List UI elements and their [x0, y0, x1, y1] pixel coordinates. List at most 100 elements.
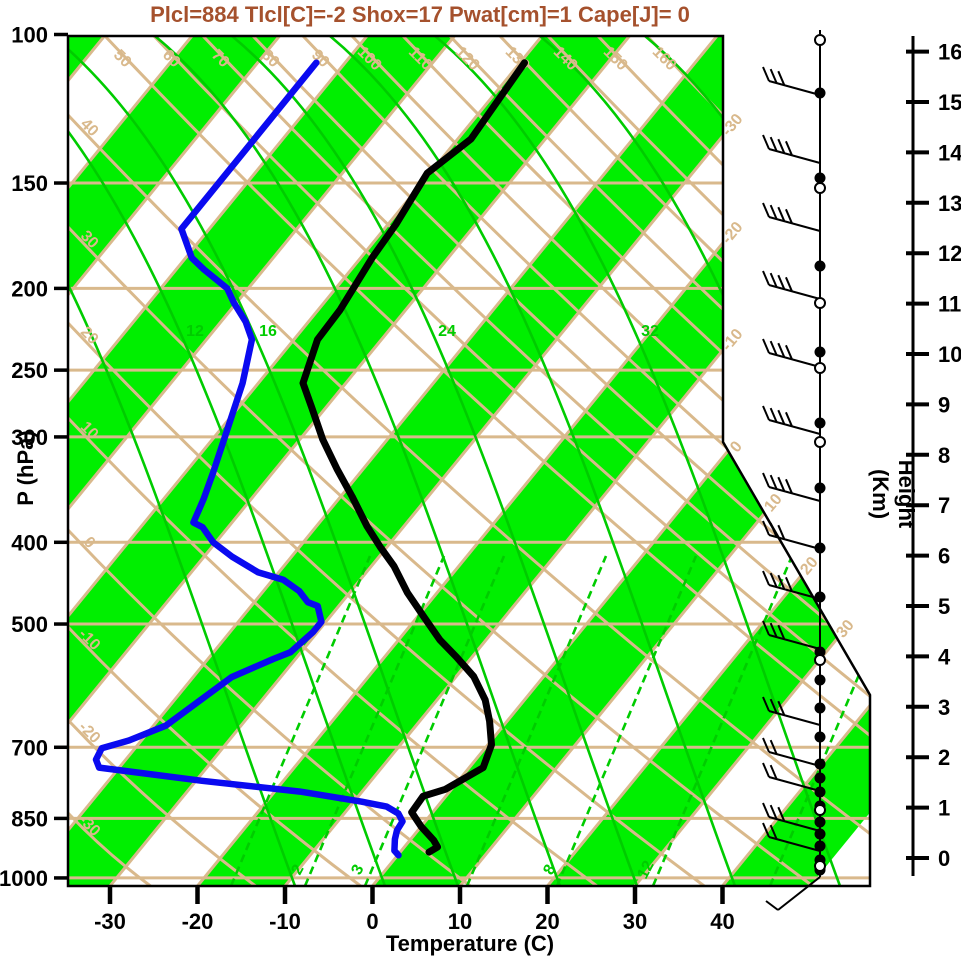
- pressure-tick-label: 1000: [0, 866, 48, 891]
- wind-barb-feather: [762, 822, 770, 838]
- isotherm-line: [68, 36, 194, 886]
- wind-barb-shaft: [768, 352, 821, 368]
- wind-dot-filled: [814, 816, 826, 828]
- dry-adiabat-label: -20: [75, 719, 103, 747]
- wind-dot-filled: [814, 346, 826, 358]
- wind-barb-feather: [762, 737, 770, 753]
- wind-barb-feather: [769, 622, 778, 638]
- wind-barb-feather: [777, 138, 786, 154]
- isotherm-line: [546, 36, 870, 886]
- wind-barb-feather: [785, 140, 793, 156]
- wind-dot-filled: [814, 482, 826, 494]
- wind-barb-shaft: [768, 216, 821, 232]
- wind-barb-feather: [762, 270, 770, 286]
- mixing-ratio-line: [555, 555, 698, 886]
- height-tick-label: 13: [938, 191, 961, 216]
- dry-adiabat-label: 40: [77, 116, 102, 141]
- height-tick-label: 9: [938, 392, 950, 417]
- height-axis-title: Height (Km): [868, 459, 919, 529]
- wind-barb-feather: [769, 204, 778, 220]
- pressure-tick-label: 850: [11, 806, 48, 831]
- wind-dot-filled: [814, 260, 826, 272]
- moist-adiabat-line: [231, 36, 639, 886]
- wind-barb-feather: [777, 806, 786, 822]
- wind-dot-open: [814, 654, 826, 666]
- wind-barb-shaft: [768, 776, 821, 792]
- green-band: [68, 36, 630, 886]
- wind-barb-feather: [777, 70, 786, 86]
- chart-title: Plcl=884 Tlcl[C]=-2 Shox=17 Pwat[cm]=1 C…: [150, 2, 690, 27]
- dry-adiabat-line: [68, 225, 814, 886]
- wind-barb-feather: [762, 338, 770, 354]
- wind-barb-feather: [777, 624, 786, 640]
- moist-adiabat-label: 32: [641, 323, 659, 340]
- wind-barb-shaft: [768, 80, 821, 96]
- height-tick-label: 16: [938, 40, 961, 65]
- wind-dot-open: [814, 804, 826, 816]
- wind-barb-feather: [769, 407, 778, 423]
- dry-adiabat-line: [546, 36, 870, 886]
- wind-barb: [762, 202, 821, 232]
- wind-dot-filled: [814, 542, 826, 554]
- wind-barb-feather: [762, 202, 770, 218]
- wind-barb-feather: [762, 472, 770, 488]
- dry-adiabat-line: [201, 36, 870, 886]
- wind-barb: [762, 696, 821, 726]
- height-tick-label: 12: [938, 241, 961, 266]
- pressure-tick-label: 200: [11, 276, 48, 301]
- moist-adiabat-line: [434, 36, 842, 886]
- wind-dot-open: [814, 34, 826, 46]
- wind-dot-open: [814, 436, 826, 448]
- moist-adiabat-line: [68, 36, 387, 886]
- wind-barb: [762, 405, 821, 435]
- wind-column: [762, 30, 826, 911]
- wind-barb-feather: [762, 134, 770, 150]
- wind-barb: [762, 66, 821, 96]
- wind-barb-shaft: [768, 710, 821, 726]
- dry-adiabat-line: [68, 811, 152, 886]
- wind-barb-shaft: [768, 419, 821, 435]
- wind-barb-feather: [762, 696, 770, 712]
- temperature-tick-label: -30: [94, 909, 126, 934]
- wind-barb-feather: [762, 570, 770, 586]
- dry-adiabat-line: [68, 321, 706, 886]
- wind-barb: [762, 570, 821, 600]
- isotherm-line: [68, 36, 631, 886]
- dry-adiabat-line: [498, 36, 870, 886]
- height-tick-label: 7: [938, 493, 950, 518]
- temperature-tick-label: 40: [710, 909, 734, 934]
- wind-barb-feather: [785, 276, 793, 292]
- temperature-tick-label: 20: [535, 909, 559, 934]
- dry-adiabat-line: [68, 625, 362, 886]
- dry-adiabat-label: 160: [649, 43, 680, 74]
- pressure-tick-label: 250: [11, 358, 48, 383]
- wind-dot-filled: [814, 772, 826, 784]
- height-tick-label: 0: [938, 846, 950, 871]
- moist-adiabat-line: [329, 36, 737, 886]
- dry-adiabat-label: 50: [110, 47, 135, 72]
- wind-dot-filled: [814, 840, 826, 852]
- wind-dot-open: [814, 297, 826, 309]
- isotherm-line: [68, 36, 281, 886]
- dewpoint-curve: [92, 59, 406, 859]
- temperature-tick-label: -20: [182, 909, 214, 934]
- wind-barb-feather: [769, 824, 778, 840]
- wind-barb-shaft: [768, 534, 821, 550]
- dry-adiabat-line: [251, 36, 870, 886]
- wind-barb-feather: [762, 66, 770, 82]
- height-tick-label: 15: [938, 90, 961, 115]
- wind-barb-feather: [777, 524, 786, 540]
- moist-adiabat-line: [154, 36, 562, 886]
- pressure-tick-label: 700: [11, 735, 48, 760]
- temperature-tick-label: 10: [448, 909, 472, 934]
- wind-dot-filled: [814, 786, 826, 798]
- surface-wind-feather: [765, 900, 779, 911]
- wind-barb-feather: [769, 522, 778, 538]
- wind-barb-feather: [769, 572, 778, 588]
- plot-boundary: [66, 34, 872, 888]
- wind-barb-feather: [769, 68, 778, 84]
- wind-barb-shaft: [768, 634, 821, 650]
- mixing-ratio-line: [768, 555, 870, 886]
- wind-barb: [762, 762, 821, 792]
